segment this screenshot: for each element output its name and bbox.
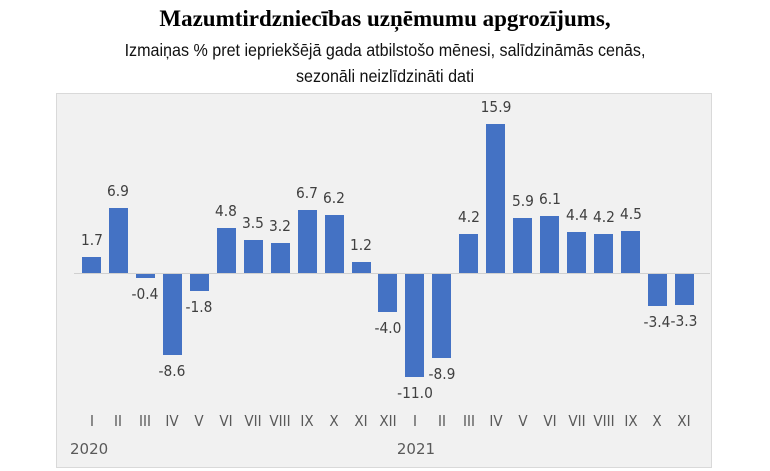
data-label: 3.5	[242, 214, 265, 233]
data-label: 1.2	[350, 235, 372, 254]
bar	[297, 210, 317, 273]
bar	[82, 257, 101, 273]
chart-title: Mazumtirdzniecības uzņēmumu apgrozījums,	[159, 6, 611, 31]
bar	[674, 274, 694, 306]
data-label: -11.0	[397, 384, 433, 403]
data-label: 6.9	[107, 182, 130, 201]
x-tick-label: VI	[219, 412, 233, 430]
x-tick-label: IX	[623, 412, 638, 430]
bar	[351, 261, 371, 273]
bar	[324, 214, 344, 273]
x-tick-label: VII	[567, 412, 586, 430]
data-label: 4.2	[592, 207, 615, 226]
x-tick-label: II	[114, 412, 123, 430]
data-label: 4.4	[565, 205, 588, 224]
bar	[108, 208, 128, 273]
data-label: -8.6	[158, 361, 186, 380]
data-label: 4.2	[457, 207, 480, 226]
bar	[189, 274, 209, 291]
data-label: 4.8	[215, 201, 238, 220]
x-tick-label: I	[89, 412, 94, 430]
bar	[513, 217, 533, 273]
x-tick-label: VIII	[592, 412, 615, 430]
chart-subtitle-line1: Izmaiņas % pret iepriekšējā gada atbilst…	[124, 40, 646, 60]
bar	[378, 274, 398, 312]
data-label: 15.9	[480, 97, 512, 116]
data-label: 1.7	[80, 231, 103, 250]
bar	[459, 233, 479, 273]
data-label: 5.9	[511, 191, 534, 210]
x-tick-label: VIII	[269, 412, 291, 430]
bar	[540, 215, 560, 273]
zero-axis-line	[74, 273, 710, 274]
data-label: -3.3	[670, 312, 698, 331]
data-label: -0.4	[131, 284, 159, 303]
x-tick-label: IV	[489, 412, 503, 430]
x-tick-label: XI	[354, 412, 368, 430]
bar	[567, 231, 587, 273]
bar	[432, 274, 452, 358]
data-label: -1.8	[185, 297, 213, 316]
chart-subtitle-line2: sezonāli neizlīdzināti dati	[295, 66, 475, 86]
bar	[135, 274, 155, 278]
x-tick-label: XI	[677, 412, 691, 430]
x-tick-label: V	[518, 412, 528, 430]
x-tick-label: VI	[543, 412, 557, 430]
bar	[162, 274, 182, 355]
x-tick-label: III	[462, 412, 475, 430]
bar	[621, 230, 640, 273]
year-label: 2020	[70, 440, 109, 458]
x-tick-label: II	[437, 412, 446, 430]
year-label: 2021	[396, 440, 436, 458]
data-label: -4.0	[374, 318, 402, 337]
bar	[486, 123, 506, 273]
x-tick-label: I	[412, 412, 417, 430]
x-tick-label: VII	[244, 412, 262, 430]
data-label: -8.9	[428, 364, 456, 383]
bar	[594, 233, 614, 273]
bar	[270, 242, 290, 273]
bar	[243, 240, 263, 273]
data-label: 6.7	[296, 184, 319, 203]
bar	[647, 274, 667, 306]
x-tick-label: X	[329, 412, 339, 430]
data-label: -3.4	[643, 312, 671, 331]
data-label: 6.1	[538, 189, 561, 208]
bar	[405, 274, 425, 378]
data-label: 6.2	[323, 188, 346, 207]
x-tick-label: XII	[379, 412, 397, 430]
x-tick-label: IX	[300, 412, 314, 430]
x-tick-label: IV	[165, 412, 179, 430]
bar	[216, 227, 236, 273]
x-tick-label: V	[194, 412, 204, 430]
x-tick-label: X	[652, 412, 663, 430]
data-label: 3.2	[269, 216, 292, 235]
data-label: 4.5	[619, 204, 642, 223]
x-tick-label: III	[139, 412, 152, 430]
